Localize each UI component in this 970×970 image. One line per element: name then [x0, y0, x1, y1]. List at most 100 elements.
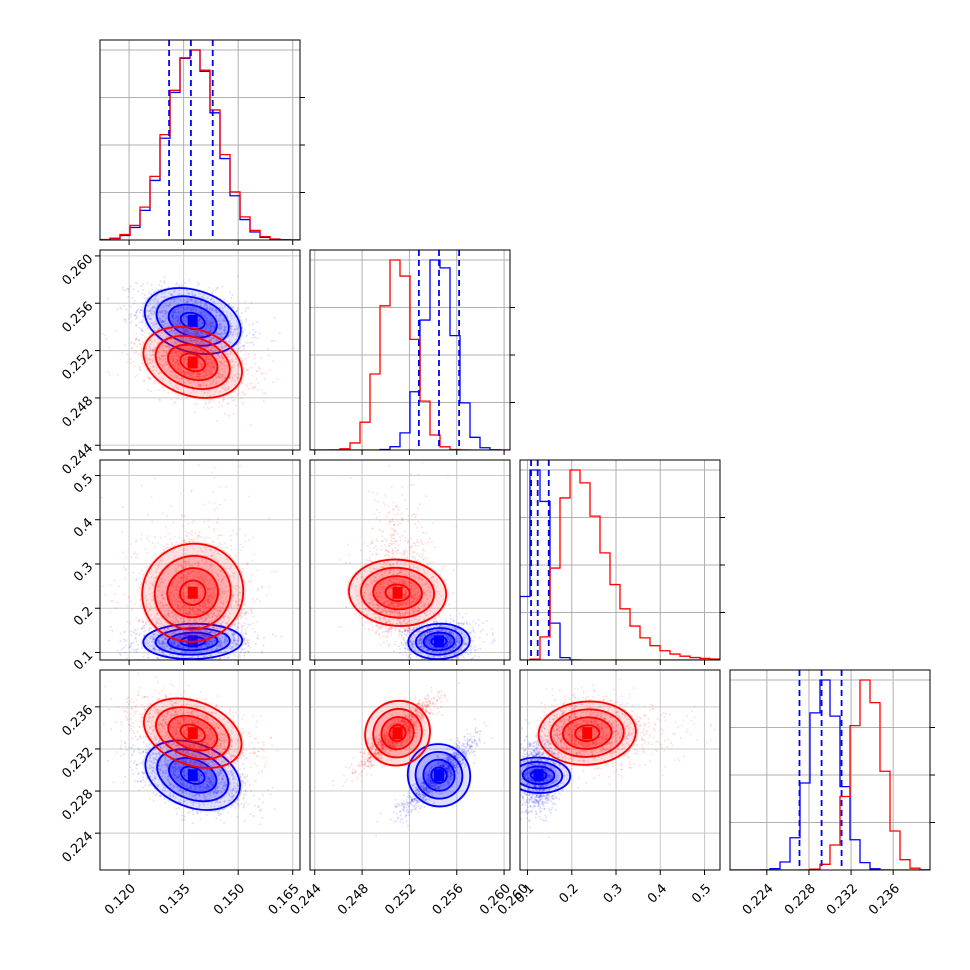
point — [185, 329, 188, 332]
point — [212, 350, 215, 353]
point — [202, 356, 205, 359]
point — [236, 622, 239, 625]
point — [278, 332, 281, 335]
point — [167, 310, 170, 313]
point — [160, 295, 163, 298]
point — [152, 313, 155, 316]
point — [209, 358, 212, 361]
point — [149, 311, 152, 314]
point — [213, 501, 216, 504]
point — [161, 344, 164, 347]
point — [219, 377, 222, 380]
point — [176, 354, 179, 357]
point — [234, 328, 237, 331]
point — [206, 365, 209, 368]
point — [227, 387, 230, 390]
point — [177, 363, 180, 366]
point — [184, 382, 187, 385]
point — [179, 339, 182, 342]
point — [239, 465, 242, 468]
point — [165, 306, 168, 309]
point — [195, 339, 198, 342]
point — [177, 378, 180, 381]
point — [208, 339, 211, 342]
point — [209, 322, 212, 325]
point — [182, 391, 185, 394]
point — [223, 498, 226, 501]
point — [180, 284, 183, 287]
point — [164, 304, 167, 307]
point — [126, 360, 129, 363]
point — [221, 387, 224, 390]
point — [180, 331, 183, 334]
point — [206, 394, 209, 397]
point — [172, 363, 175, 366]
point — [174, 372, 177, 375]
point — [173, 322, 176, 325]
point — [189, 299, 192, 302]
point — [246, 385, 249, 388]
hist-panel-2 — [310, 250, 510, 450]
point — [143, 293, 146, 296]
point — [210, 364, 213, 367]
point — [250, 612, 253, 615]
point — [158, 327, 161, 330]
point — [181, 385, 184, 388]
point — [203, 372, 206, 375]
point — [194, 331, 197, 334]
point — [193, 338, 196, 341]
point — [274, 635, 277, 638]
point — [178, 661, 180, 663]
point — [236, 641, 239, 644]
point — [217, 320, 220, 323]
point — [247, 638, 250, 641]
contour-blue-0 — [143, 287, 242, 355]
peak-blue — [187, 315, 198, 328]
point — [207, 342, 210, 345]
point — [187, 339, 190, 342]
point — [140, 320, 143, 323]
point — [119, 640, 122, 643]
point — [174, 332, 177, 335]
point — [256, 370, 259, 373]
point — [211, 308, 214, 311]
point — [104, 334, 107, 337]
point — [174, 400, 177, 403]
point — [161, 292, 164, 295]
point — [213, 466, 216, 469]
point — [201, 322, 204, 325]
point — [175, 353, 178, 356]
point — [220, 335, 223, 338]
point — [195, 342, 198, 345]
point — [216, 506, 219, 509]
point — [199, 319, 202, 322]
point — [128, 317, 131, 320]
point — [211, 471, 214, 474]
point — [194, 306, 197, 309]
point — [188, 279, 191, 282]
point — [176, 383, 179, 386]
point — [141, 288, 144, 291]
point — [176, 368, 179, 371]
point — [174, 361, 177, 364]
point — [170, 293, 173, 296]
point — [179, 333, 182, 336]
point — [192, 338, 195, 341]
point — [181, 306, 184, 309]
point — [208, 322, 211, 325]
point — [150, 309, 153, 312]
point — [153, 326, 156, 329]
point — [178, 331, 181, 334]
point — [263, 378, 266, 381]
point — [237, 331, 240, 334]
point — [216, 287, 219, 290]
point — [214, 508, 217, 511]
point — [272, 359, 275, 362]
point — [228, 414, 231, 417]
point — [198, 317, 201, 320]
point — [237, 341, 240, 344]
point — [146, 360, 149, 363]
point — [195, 342, 198, 345]
point — [190, 339, 193, 342]
point — [217, 375, 220, 378]
